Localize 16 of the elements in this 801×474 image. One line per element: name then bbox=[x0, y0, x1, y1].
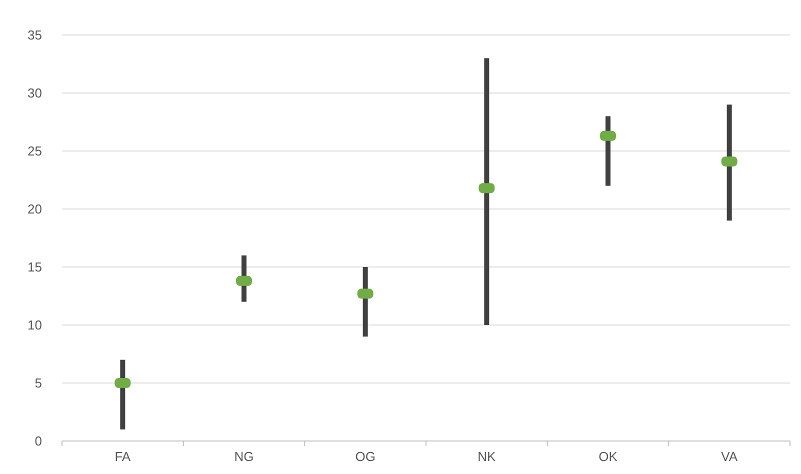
y-tick-label: 0 bbox=[34, 434, 42, 449]
bar bbox=[484, 58, 490, 325]
y-tick-label: 20 bbox=[28, 202, 42, 217]
y-tick-label: 35 bbox=[28, 28, 42, 43]
y-tick-label: 15 bbox=[28, 260, 42, 275]
bar bbox=[726, 104, 732, 221]
y-tick-label: 25 bbox=[28, 144, 42, 159]
y-tick-label: 30 bbox=[28, 86, 42, 101]
x-tick-label: OG bbox=[355, 449, 376, 464]
x-tick-label: OK bbox=[598, 449, 618, 464]
y-tick-label: 10 bbox=[28, 318, 42, 333]
x-tick-label: FA bbox=[114, 449, 131, 464]
x-tick-label: NK bbox=[478, 449, 496, 464]
x-tick-label: VA bbox=[721, 449, 738, 464]
y-tick-label: 5 bbox=[34, 376, 42, 391]
x-tick-label: NG bbox=[234, 449, 254, 464]
